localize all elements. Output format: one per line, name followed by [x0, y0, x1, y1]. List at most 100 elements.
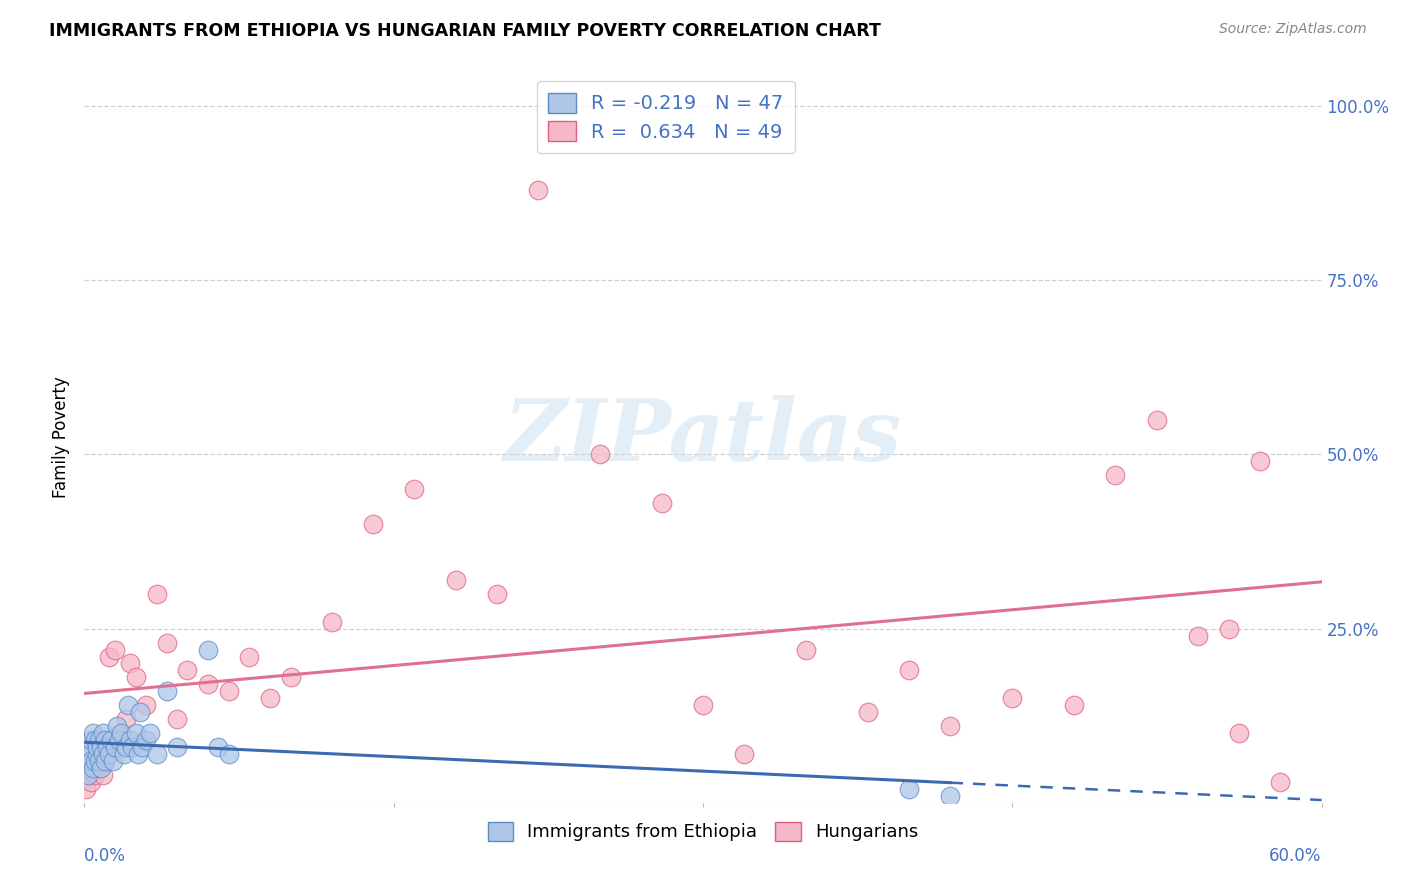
Point	[98, 747, 121, 761]
Point	[156, 684, 179, 698]
Point	[197, 677, 219, 691]
Point	[197, 642, 219, 657]
Point	[1218, 622, 1240, 636]
Point	[110, 726, 132, 740]
Point	[83, 733, 105, 747]
Legend: Immigrants from Ethiopia, Hungarians: Immigrants from Ethiopia, Hungarians	[481, 814, 925, 848]
Point	[82, 761, 104, 775]
Point	[939, 719, 962, 733]
Point	[79, 754, 101, 768]
Point	[112, 747, 135, 761]
Point	[145, 587, 167, 601]
Point	[1146, 412, 1168, 426]
Point	[898, 664, 921, 678]
Point	[75, 761, 97, 775]
Point	[1270, 775, 1292, 789]
Point	[104, 642, 127, 657]
Point	[692, 698, 714, 713]
Point	[125, 670, 148, 684]
Point	[404, 483, 426, 497]
Point	[77, 768, 100, 782]
Point	[898, 781, 921, 796]
Point	[176, 664, 198, 678]
Point	[280, 670, 302, 684]
Text: Source: ZipAtlas.com: Source: ZipAtlas.com	[1219, 22, 1367, 37]
Point	[94, 754, 117, 768]
Point	[1063, 698, 1085, 713]
Point	[135, 698, 157, 713]
Point	[207, 740, 229, 755]
Point	[91, 747, 114, 761]
Point	[86, 754, 108, 768]
Point	[103, 754, 125, 768]
Point	[1187, 629, 1209, 643]
Point	[238, 649, 260, 664]
Point	[87, 754, 110, 768]
Point	[75, 747, 97, 761]
Point	[87, 761, 110, 775]
Point	[651, 496, 673, 510]
Point	[83, 754, 105, 768]
Point	[94, 733, 117, 747]
Point	[79, 775, 101, 789]
Point	[121, 740, 143, 755]
Text: 60.0%: 60.0%	[1270, 847, 1322, 864]
Point	[82, 726, 104, 740]
Point	[117, 698, 139, 713]
Point	[939, 789, 962, 803]
Point	[156, 635, 179, 649]
Point	[82, 761, 104, 775]
Point	[118, 733, 141, 747]
Point	[1001, 691, 1024, 706]
Point	[86, 747, 108, 761]
Point	[794, 642, 817, 657]
Point	[485, 587, 508, 601]
Point	[100, 733, 122, 747]
Text: 0.0%: 0.0%	[84, 847, 127, 864]
Point	[1227, 726, 1250, 740]
Point	[135, 733, 157, 747]
Point	[98, 649, 121, 664]
Point	[90, 740, 112, 755]
Point	[118, 657, 141, 671]
Point	[321, 615, 343, 629]
Point	[166, 740, 188, 755]
Point	[125, 726, 148, 740]
Point	[94, 754, 117, 768]
Y-axis label: Family Poverty: Family Poverty	[52, 376, 70, 498]
Point	[444, 573, 467, 587]
Point	[361, 517, 384, 532]
Point	[108, 733, 131, 747]
Point	[77, 768, 100, 782]
Point	[139, 726, 162, 740]
Point	[90, 747, 112, 761]
Point	[79, 733, 101, 747]
Point	[105, 719, 128, 733]
Point	[218, 747, 240, 761]
Text: IMMIGRANTS FROM ETHIOPIA VS HUNGARIAN FAMILY POVERTY CORRELATION CHART: IMMIGRANTS FROM ETHIOPIA VS HUNGARIAN FA…	[49, 22, 882, 40]
Point	[96, 740, 118, 755]
Point	[145, 747, 167, 761]
Point	[110, 726, 132, 740]
Point	[87, 733, 110, 747]
Point	[127, 747, 149, 761]
Point	[129, 705, 152, 719]
Point	[218, 684, 240, 698]
Point	[1249, 454, 1271, 468]
Point	[733, 747, 755, 761]
Point	[83, 768, 105, 782]
Point	[104, 740, 127, 755]
Point	[114, 740, 136, 755]
Point	[856, 705, 879, 719]
Point	[259, 691, 281, 706]
Point	[86, 740, 108, 755]
Point	[166, 712, 188, 726]
Point	[91, 726, 114, 740]
Point	[90, 761, 112, 775]
Point	[131, 740, 153, 755]
Point	[1104, 468, 1126, 483]
Point	[75, 781, 97, 796]
Point	[589, 448, 612, 462]
Point	[527, 183, 550, 197]
Point	[91, 768, 114, 782]
